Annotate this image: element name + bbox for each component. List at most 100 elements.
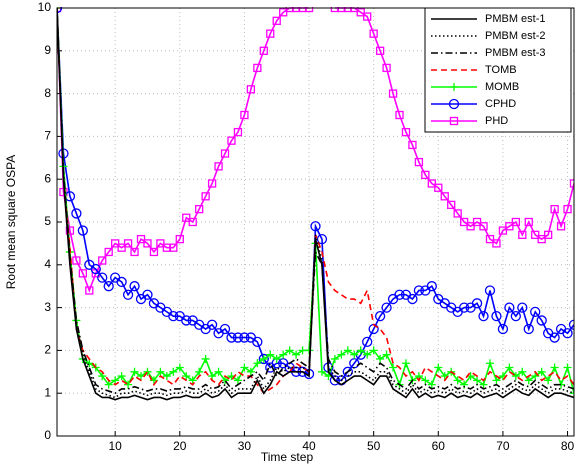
- marker: [536, 315, 547, 326]
- marker: [111, 376, 120, 385]
- marker: [544, 230, 553, 239]
- marker: [426, 281, 437, 292]
- x-tick-label: 60: [432, 439, 446, 453]
- marker: [421, 376, 430, 385]
- marker: [272, 354, 281, 363]
- marker: [363, 350, 372, 359]
- marker: [279, 8, 288, 17]
- marker: [252, 336, 263, 347]
- marker: [130, 367, 139, 376]
- x-tick-label: 30: [238, 439, 252, 453]
- marker: [517, 302, 528, 313]
- marker: [168, 311, 179, 322]
- marker: [182, 213, 191, 222]
- marker: [388, 89, 398, 98]
- marker: [90, 263, 101, 275]
- marker: [369, 346, 378, 355]
- marker: [104, 380, 113, 389]
- marker: [116, 276, 127, 288]
- marker: [485, 234, 495, 244]
- marker: [316, 233, 328, 245]
- marker: [162, 372, 171, 381]
- marker: [550, 363, 559, 372]
- marker: [97, 272, 108, 283]
- marker: [421, 170, 430, 180]
- marker: [427, 179, 436, 188]
- marker: [233, 127, 243, 137]
- legend-label: PMBM est-2: [485, 30, 546, 42]
- marker: [149, 247, 159, 257]
- marker: [434, 183, 443, 192]
- marker: [220, 149, 230, 158]
- marker: [285, 346, 294, 355]
- marker: [142, 289, 153, 300]
- marker: [498, 226, 508, 235]
- marker: [98, 256, 107, 265]
- marker: [479, 380, 488, 389]
- marker: [505, 222, 514, 231]
- marker: [227, 136, 236, 145]
- y-tick-label: 4: [44, 257, 51, 271]
- marker: [458, 302, 470, 313]
- marker: [395, 110, 404, 120]
- marker: [292, 350, 301, 359]
- x-tick-label: 80: [561, 439, 575, 453]
- marker: [453, 209, 462, 218]
- marker: [563, 205, 572, 214]
- marker: [71, 208, 82, 219]
- legend-label: PMBM est-1: [485, 13, 546, 25]
- legend: PMBM est-1 PMBM est-2 PMBM est-3 TOMB MOMB CP…: [424, 7, 572, 133]
- marker: [510, 311, 521, 322]
- marker: [98, 372, 107, 381]
- marker: [266, 29, 275, 38]
- marker: [124, 380, 133, 389]
- marker: [485, 359, 494, 368]
- legend-box: [424, 7, 572, 133]
- marker: [201, 354, 210, 363]
- marker: [511, 372, 520, 381]
- marker: [226, 332, 237, 343]
- marker: [122, 289, 134, 300]
- marker: [259, 354, 268, 363]
- series-line: [57, 7, 574, 399]
- marker: [233, 376, 242, 385]
- marker: [214, 367, 223, 376]
- marker: [117, 372, 126, 381]
- marker: [232, 332, 244, 343]
- marker: [169, 367, 178, 376]
- marker: [459, 217, 469, 227]
- marker: [484, 285, 496, 296]
- marker: [492, 239, 501, 248]
- marker: [569, 179, 574, 188]
- y-tick-label: 0: [44, 428, 51, 442]
- marker: [317, 367, 326, 376]
- marker: [408, 140, 417, 150]
- marker: [143, 239, 152, 248]
- legend-marker: [449, 116, 459, 126]
- marker: [492, 376, 501, 385]
- marker: [78, 269, 87, 278]
- marker: [156, 367, 165, 376]
- marker: [188, 217, 197, 227]
- marker: [272, 16, 281, 25]
- x-tick-label: 70: [496, 439, 510, 453]
- marker: [556, 222, 566, 231]
- marker: [414, 157, 424, 167]
- x-tick-label: 20: [173, 439, 187, 453]
- marker: [206, 319, 218, 330]
- marker: [246, 367, 255, 376]
- marker: [143, 367, 152, 376]
- marker: [156, 239, 165, 248]
- marker: [279, 350, 288, 359]
- y-tick-label: 7: [44, 129, 51, 143]
- y-axis-label: Root mean square OSPA: [4, 155, 18, 290]
- marker: [330, 354, 339, 363]
- y-tick-label: 1: [44, 385, 51, 399]
- marker: [413, 285, 425, 296]
- marker: [253, 63, 262, 73]
- marker: [246, 85, 256, 94]
- marker: [258, 353, 269, 365]
- marker: [117, 243, 126, 252]
- marker: [434, 363, 443, 372]
